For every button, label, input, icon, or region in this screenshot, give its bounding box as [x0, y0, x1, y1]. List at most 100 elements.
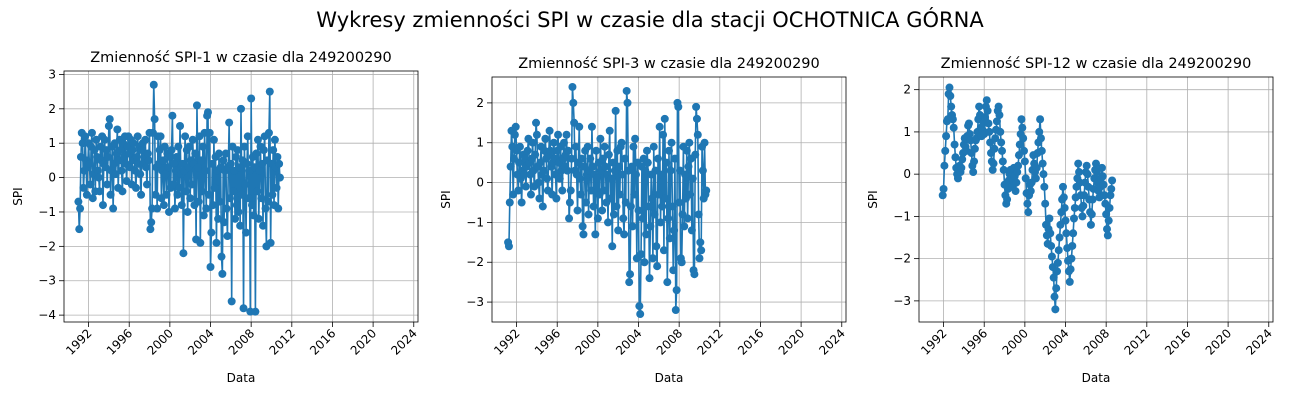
data-point — [538, 202, 547, 211]
data-point — [578, 222, 587, 231]
data-point — [223, 232, 232, 241]
data-point — [257, 194, 266, 203]
data-point — [946, 92, 955, 101]
data-point — [88, 194, 97, 203]
data-point — [646, 222, 655, 231]
data-point — [244, 194, 253, 203]
data-point — [1026, 187, 1035, 196]
data-point — [219, 156, 228, 165]
data-point — [146, 225, 155, 234]
series-markers — [938, 83, 1117, 314]
data-point — [504, 242, 513, 251]
chart-title: Zmienność SPI-12 w czasie dla 249200290 — [941, 56, 1252, 72]
data-point — [539, 166, 548, 175]
data-point — [240, 142, 249, 151]
data-point — [677, 258, 686, 267]
data-point — [1107, 184, 1116, 193]
data-point — [545, 126, 554, 135]
data-point — [999, 165, 1008, 174]
data-point — [635, 302, 644, 311]
data-point — [515, 142, 524, 151]
data-point — [208, 159, 217, 168]
data-point — [606, 194, 615, 203]
data-point — [225, 194, 234, 203]
data-point — [599, 186, 608, 195]
data-point — [698, 166, 707, 175]
data-point — [623, 98, 632, 107]
data-point — [266, 238, 275, 247]
data-point — [177, 201, 186, 210]
data-point — [521, 182, 530, 191]
data-point — [176, 122, 185, 131]
data-point — [237, 104, 245, 113]
data-point — [945, 83, 954, 92]
data-point — [1049, 273, 1058, 282]
data-point — [1024, 208, 1033, 217]
y-tick-label: 2 — [476, 96, 484, 110]
data-point — [1020, 146, 1029, 155]
data-point — [1108, 176, 1117, 185]
data-point — [664, 214, 673, 223]
y-tick-label: 3 — [48, 67, 56, 81]
data-point — [1099, 180, 1108, 189]
data-point — [989, 159, 998, 168]
data-point — [229, 187, 238, 196]
data-point — [609, 158, 618, 167]
data-point — [86, 180, 95, 189]
data-point — [95, 187, 104, 196]
data-point — [214, 149, 223, 158]
data-point — [997, 138, 1006, 147]
data-point — [1066, 265, 1075, 274]
data-point — [611, 106, 620, 115]
x-tick-label: 2000 — [999, 326, 1030, 357]
data-point — [604, 150, 613, 159]
data-point — [586, 154, 595, 163]
data-point — [1023, 199, 1032, 208]
axis-ticks: 1992 1996 2000 2004 2008 2012 2016 2020 2024 2 1 0 −… — [893, 83, 1275, 358]
data-point — [209, 201, 218, 210]
data-point — [587, 186, 596, 195]
data-point — [947, 102, 956, 111]
data-point — [264, 128, 273, 137]
data-point — [682, 146, 691, 155]
y-tick-label: −2 — [38, 239, 56, 253]
data-point — [253, 187, 262, 196]
data-point — [666, 166, 675, 175]
data-point — [173, 190, 182, 199]
data-point — [1069, 229, 1078, 238]
data-point — [1105, 203, 1114, 212]
data-point — [627, 162, 636, 171]
data-point — [536, 158, 545, 167]
data-point — [209, 135, 218, 144]
data-point — [617, 138, 626, 147]
data-point — [988, 165, 997, 174]
data-point — [598, 154, 607, 163]
data-point — [220, 218, 229, 227]
data-point — [965, 130, 974, 139]
data-point — [515, 158, 524, 167]
data-point — [231, 214, 240, 223]
data-point — [1020, 157, 1029, 166]
data-point — [137, 190, 146, 199]
data-point — [511, 122, 520, 131]
data-point — [641, 166, 650, 175]
data-point — [620, 230, 629, 239]
data-point — [202, 204, 211, 213]
axes-frame — [491, 76, 847, 323]
data-point — [150, 115, 159, 124]
data-point — [996, 127, 1005, 136]
data-point — [233, 146, 242, 155]
data-point — [671, 306, 680, 315]
data-point — [630, 190, 639, 199]
data-point — [1103, 225, 1112, 234]
data-point — [1017, 115, 1026, 124]
data-point — [93, 166, 102, 175]
data-point — [690, 270, 699, 279]
data-point — [675, 198, 684, 207]
data-point — [535, 194, 544, 203]
data-point — [528, 138, 537, 147]
data-point — [631, 134, 640, 143]
data-point — [81, 132, 90, 141]
